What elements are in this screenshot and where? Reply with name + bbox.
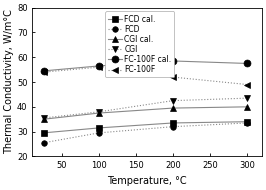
FC-100F [97,66,101,68]
CGI [171,100,174,102]
CGI cal. [97,112,101,114]
Legend: FCD cal., FCD, CGI cal., CGI, FC-100F cal., FC-100F: FCD cal., FCD, CGI cal., CGI, FC-100F ca… [105,11,174,77]
FC-100F cal. [97,65,101,67]
FCD cal. [246,121,249,123]
Line: CGI: CGI [40,95,251,121]
Line: FCD: FCD [41,120,250,146]
Line: FC-100F: FC-100F [40,64,251,88]
FC-100F [171,76,174,78]
FC-100F [246,83,249,86]
FC-100F cal. [42,70,45,72]
FCD [42,142,45,144]
FCD cal. [171,122,174,124]
FC-100F [42,71,45,73]
CGI cal. [246,106,249,108]
Line: FC-100F cal.: FC-100F cal. [40,58,251,74]
CGI cal. [171,107,174,109]
CGI cal. [42,118,45,120]
CGI [246,97,249,99]
CGI [42,117,45,119]
Line: CGI cal.: CGI cal. [41,104,250,122]
FCD [246,122,249,124]
FCD cal. [97,127,101,129]
Line: FCD cal.: FCD cal. [41,119,250,136]
X-axis label: Temperature, °C: Temperature, °C [107,176,187,186]
FCD [171,126,174,128]
FCD cal. [42,132,45,134]
CGI [97,111,101,113]
FC-100F cal. [171,60,174,62]
Y-axis label: Thermal Conductivity, W/m°C: Thermal Conductivity, W/m°C [4,10,14,154]
FCD [97,132,101,134]
FC-100F cal. [246,62,249,65]
